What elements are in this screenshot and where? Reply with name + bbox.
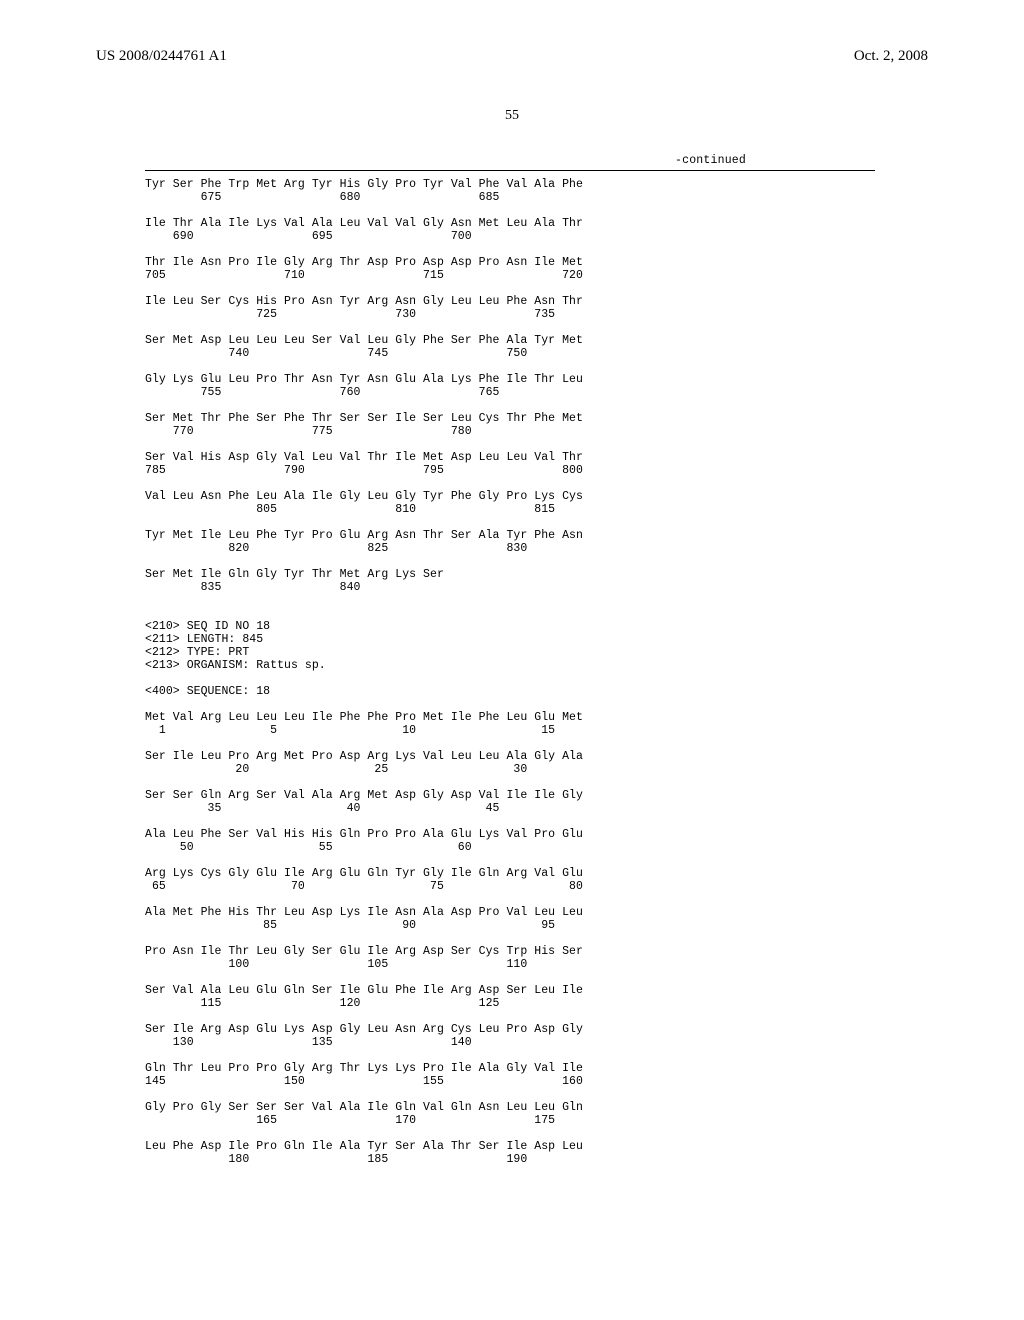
page-number: 55 [0, 108, 1024, 124]
horizontal-rule [145, 170, 875, 171]
publication-number: US 2008/0244761 A1 [96, 48, 227, 65]
sequence-listing: Tyr Ser Phe Trp Met Arg Tyr His Gly Pro … [145, 178, 583, 1166]
continued-label: -continued [675, 154, 746, 167]
publication-date: Oct. 2, 2008 [854, 48, 928, 65]
